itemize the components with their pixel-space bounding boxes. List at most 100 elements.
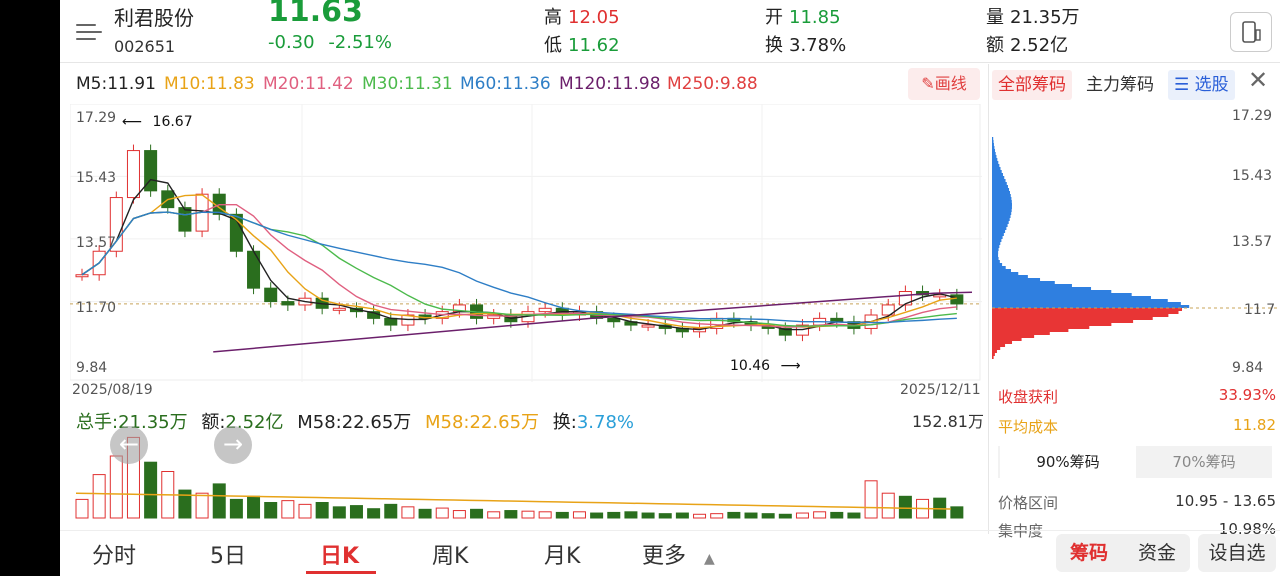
candle xyxy=(881,304,895,316)
volume-bar xyxy=(830,511,844,519)
tab-stock-picker[interactable]: ☰ 选股 xyxy=(1168,70,1235,100)
low-stat: 低 11.62 xyxy=(544,35,620,56)
draw-line-button[interactable]: ✎画线 xyxy=(908,68,980,100)
panel-divider xyxy=(988,64,989,534)
candle xyxy=(264,287,278,303)
chip-bar xyxy=(992,260,1000,263)
chip-bar xyxy=(992,143,994,146)
chip-bar xyxy=(992,254,999,257)
tab-main-chips[interactable]: 主力筹码 xyxy=(1086,75,1154,95)
chip-bar xyxy=(992,164,1000,167)
candle xyxy=(538,307,552,313)
chip-bar xyxy=(992,257,999,260)
chip-bar xyxy=(992,233,1004,236)
tab-all-chips[interactable]: 全部筹码 xyxy=(992,70,1072,100)
chip-bar xyxy=(992,173,1003,176)
tab-more[interactable]: 更多 ▲ xyxy=(642,544,715,569)
chip-bar xyxy=(992,248,999,251)
chip-bar xyxy=(992,227,1007,230)
volume-ma-line xyxy=(75,492,951,510)
stock-code: 002651 xyxy=(114,37,176,56)
ma-legend-item: M250:9.88 xyxy=(667,74,758,94)
tab-90-chips[interactable]: 90%筹码 xyxy=(1000,446,1136,478)
candle xyxy=(332,307,346,311)
volume-bar xyxy=(555,511,569,519)
kline-chart[interactable] xyxy=(70,104,982,382)
volume-bar xyxy=(950,506,964,519)
ma-line xyxy=(81,211,957,327)
chip-y-tick-2: 15.43 xyxy=(1232,168,1273,184)
candle xyxy=(126,150,140,199)
chip-bar xyxy=(992,212,1012,215)
chip-bar xyxy=(992,149,996,152)
chips-button[interactable]: 筹码 xyxy=(1069,542,1108,564)
volume-bar xyxy=(641,512,655,519)
add-watchlist-button[interactable]: 设自选 xyxy=(1198,534,1276,572)
volume-bar xyxy=(75,498,89,519)
chip-bar xyxy=(992,344,1006,347)
tab-daily-k[interactable]: 日K xyxy=(320,544,360,569)
volume-bar xyxy=(744,512,758,519)
chip-bar xyxy=(992,308,1182,311)
chip-bar xyxy=(992,146,995,149)
chip-bar xyxy=(992,242,1001,245)
chip-bar xyxy=(992,353,995,356)
chip-bar xyxy=(992,329,1069,332)
chip-bar xyxy=(992,323,1112,326)
volume-bar xyxy=(538,511,552,519)
volume-bar xyxy=(384,503,398,519)
ma-legend-item: M10:11.83 xyxy=(164,74,255,94)
ma-legend-item: M20:11.42 xyxy=(263,74,354,94)
tab-70-chips[interactable]: 70%筹码 xyxy=(1172,453,1236,471)
tab-monthly-k[interactable]: 月K xyxy=(544,544,581,569)
volume-bar xyxy=(658,513,672,519)
chip-bar xyxy=(992,206,1012,209)
chip-bar xyxy=(992,140,994,143)
chip-bar xyxy=(992,296,1151,299)
tab-5day[interactable]: 5日 xyxy=(210,544,246,569)
menu-icon[interactable] xyxy=(72,16,104,46)
chip-funds-group xyxy=(1056,534,1190,572)
landscape-toggle-icon[interactable] xyxy=(1230,12,1272,52)
volume-bar xyxy=(590,512,604,519)
ma120-line xyxy=(213,291,973,353)
close-icon[interactable]: ✕ xyxy=(1248,66,1269,94)
ma-line xyxy=(81,178,958,331)
volume-bar xyxy=(247,495,261,519)
volume-max: 152.81万 xyxy=(912,412,984,431)
ma-legend-item: M120:11.98 xyxy=(559,74,661,94)
chip-bar xyxy=(992,218,1010,221)
chip-bar xyxy=(992,317,1153,320)
scroll-left-icon[interactable]: ← xyxy=(110,426,148,464)
tab-intraday[interactable]: 分时 xyxy=(92,544,137,569)
list-icon: ☰ xyxy=(1174,75,1195,95)
chip-bar xyxy=(992,269,1011,272)
chip-bar xyxy=(992,191,1010,194)
turnover-stat: 换 3.78% xyxy=(765,35,847,56)
candle xyxy=(229,213,243,252)
chip-bar xyxy=(992,338,1022,341)
chip-bar xyxy=(992,299,1168,302)
volume-bar xyxy=(487,511,501,519)
tab-weekly-k[interactable]: 周K xyxy=(432,544,469,569)
y-tick-1: 17.29 xyxy=(76,110,117,126)
volume-bar xyxy=(178,489,192,519)
chip-bar xyxy=(992,335,1035,338)
chip-bar xyxy=(992,230,1006,233)
chip-bar xyxy=(992,314,1169,317)
candle xyxy=(778,327,792,336)
scroll-right-icon[interactable]: → xyxy=(214,426,252,464)
volume-bar xyxy=(813,511,827,519)
volume-bar xyxy=(504,510,518,519)
price-change: -0.30 -2.51% xyxy=(268,32,392,53)
volume-bar xyxy=(298,503,312,519)
chip-bar xyxy=(992,350,997,353)
volume-bar xyxy=(710,513,724,519)
volume-bar xyxy=(864,480,878,519)
chip-bar xyxy=(992,137,994,140)
volume-bar xyxy=(281,500,295,519)
volume-bar xyxy=(470,508,484,519)
volume-bar xyxy=(881,492,895,519)
funds-button[interactable]: 资金 xyxy=(1137,542,1176,564)
